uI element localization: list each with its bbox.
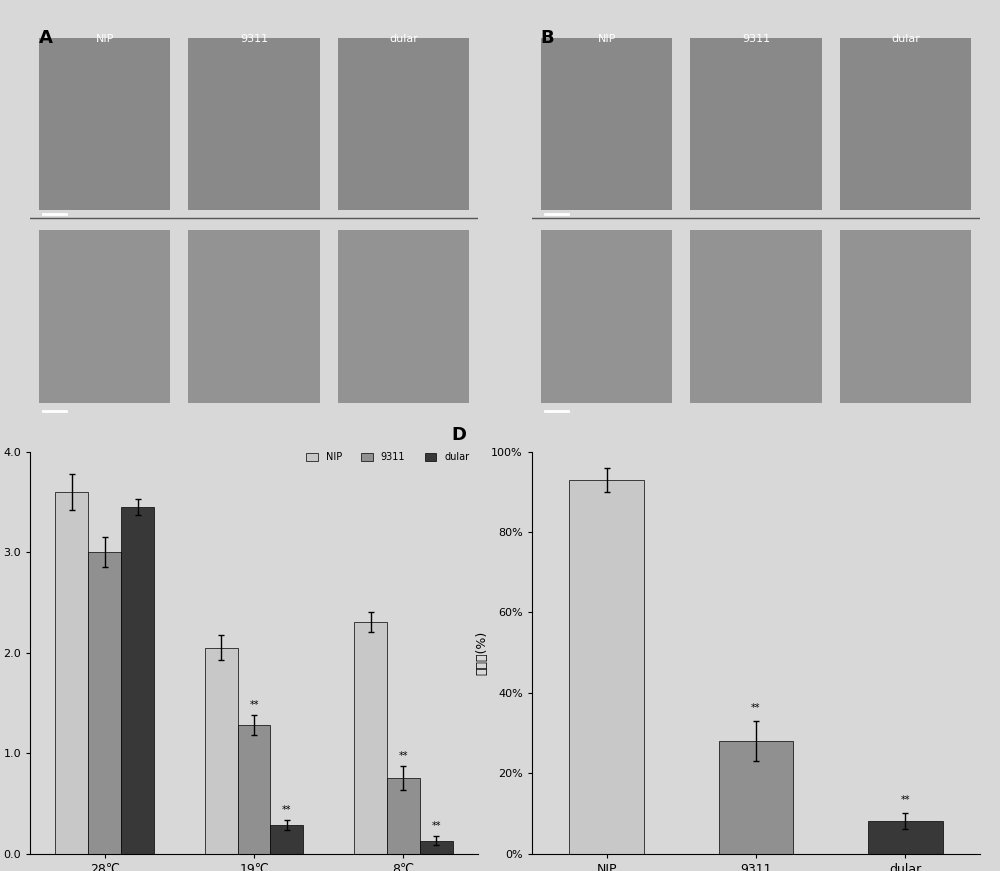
Text: 9311: 9311: [240, 33, 268, 44]
Bar: [690, 231, 822, 403]
Text: A: A: [39, 30, 53, 48]
Bar: [88, 552, 121, 854]
Text: NIP: NIP: [95, 33, 114, 44]
Bar: [420, 841, 453, 854]
Bar: [690, 37, 822, 211]
Bar: [188, 37, 320, 211]
Bar: [338, 231, 469, 403]
Bar: [569, 480, 644, 854]
Legend: NIP, 9311, dular: NIP, 9311, dular: [302, 449, 473, 466]
Text: **: **: [901, 795, 910, 806]
Bar: [840, 37, 971, 211]
Text: NIP: NIP: [597, 33, 616, 44]
Text: D: D: [451, 426, 466, 443]
Bar: [188, 231, 320, 403]
Text: **: **: [282, 806, 292, 815]
Bar: [719, 741, 793, 854]
Bar: [338, 37, 469, 211]
Bar: [55, 492, 88, 854]
Bar: [541, 231, 672, 403]
Text: dular: dular: [891, 33, 920, 44]
Bar: [387, 778, 420, 854]
Text: **: **: [399, 751, 408, 761]
Bar: [238, 725, 270, 854]
Text: **: **: [751, 703, 761, 712]
Bar: [121, 507, 154, 854]
Text: **: **: [432, 821, 441, 832]
Bar: [270, 826, 303, 854]
Text: 9311: 9311: [742, 33, 770, 44]
Bar: [354, 623, 387, 854]
Text: dular: dular: [389, 33, 418, 44]
Bar: [840, 231, 971, 403]
Bar: [39, 37, 170, 211]
Bar: [868, 821, 943, 854]
Bar: [39, 231, 170, 403]
Bar: [541, 37, 672, 211]
Bar: [205, 647, 238, 854]
Text: B: B: [541, 30, 554, 48]
Text: **: **: [249, 700, 259, 710]
Y-axis label: 存活率(%): 存活率(%): [475, 631, 488, 675]
